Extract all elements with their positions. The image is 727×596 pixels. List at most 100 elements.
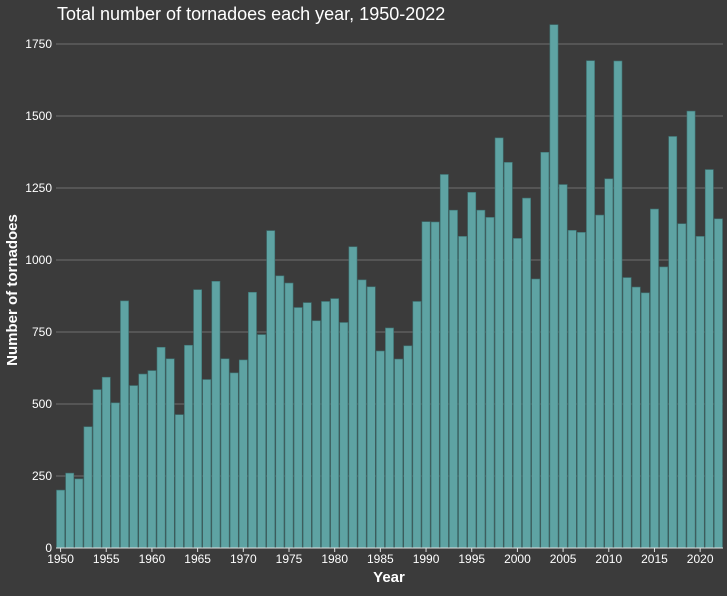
bars xyxy=(56,24,723,549)
bar-2002 xyxy=(531,278,541,549)
bar-1993 xyxy=(449,209,458,549)
bar-2004 xyxy=(549,24,559,549)
x-tick-label: 1970 xyxy=(230,552,257,566)
chart-title: Total number of tornadoes each year, 195… xyxy=(57,4,445,24)
bar-2013 xyxy=(631,286,641,549)
bar-1983 xyxy=(357,279,367,549)
bar-2005 xyxy=(558,184,568,549)
bar-1950 xyxy=(56,489,65,549)
bar-2003 xyxy=(540,151,550,549)
bar-1956 xyxy=(111,402,120,549)
x-tick-label: 1985 xyxy=(367,552,394,566)
bar-2001 xyxy=(522,197,531,549)
x-tick-label: 2020 xyxy=(687,552,714,566)
bar-2014 xyxy=(640,292,650,549)
bar-2016 xyxy=(659,266,668,549)
bar-1959 xyxy=(138,373,148,549)
bar-1954 xyxy=(92,389,102,549)
bar-1986 xyxy=(385,327,394,549)
bar-1953 xyxy=(83,426,93,549)
bar-1997 xyxy=(485,217,495,549)
x-tick-label: 1995 xyxy=(458,552,485,566)
bar-1991 xyxy=(430,221,440,549)
bar-1968 xyxy=(220,358,230,549)
bar-1976 xyxy=(293,307,303,549)
bar-1963 xyxy=(174,414,184,549)
x-tick-label: 1960 xyxy=(139,552,166,566)
x-tick-label: 1990 xyxy=(413,552,440,566)
bar-1995 xyxy=(467,192,477,549)
bar-1996 xyxy=(476,209,486,549)
bar-1958 xyxy=(129,385,139,549)
y-tick-label: 0 xyxy=(45,541,52,555)
bar-2015 xyxy=(650,208,659,549)
y-tick-label: 1500 xyxy=(25,109,52,123)
bar-2007 xyxy=(577,232,586,549)
x-tick-label: 2015 xyxy=(641,552,668,566)
bar-1952 xyxy=(74,478,84,549)
bar-1978 xyxy=(312,320,321,549)
y-tick-label: 1250 xyxy=(25,181,52,195)
bar-1967 xyxy=(211,281,221,549)
x-tick-label: 1965 xyxy=(184,552,211,566)
bar-1955 xyxy=(101,376,111,549)
bar-1964 xyxy=(184,344,193,549)
bar-1980 xyxy=(330,298,340,549)
bar-2011 xyxy=(613,60,623,549)
x-axis: 1950 1955 1960 1965 1970 1975 1980 1985 1990 1995… xyxy=(47,547,723,566)
bar-2017 xyxy=(668,136,678,549)
bar-1975 xyxy=(284,282,294,549)
bar-1992 xyxy=(439,174,449,549)
y-axis: 0 250 500 750 1000 1250 1500 1750 xyxy=(25,37,52,555)
bar-2019 xyxy=(686,110,696,549)
x-axis-label: Year xyxy=(373,569,405,586)
bar-2018 xyxy=(677,223,687,549)
bar-1981 xyxy=(339,322,349,549)
bar-2021 xyxy=(704,169,714,549)
bar-2010 xyxy=(604,178,614,549)
bar-1979 xyxy=(321,301,330,549)
bar-2022 xyxy=(714,218,723,549)
x-tick-label: 2005 xyxy=(550,552,577,566)
bar-1957 xyxy=(120,300,129,549)
bar-1989 xyxy=(412,301,422,549)
bar-1998 xyxy=(494,137,504,549)
bar-1990 xyxy=(421,221,431,549)
y-axis-label: Number of tornadoes xyxy=(4,214,21,366)
bar-2006 xyxy=(567,230,577,549)
bar-1984 xyxy=(366,286,376,549)
bar-1966 xyxy=(202,379,212,549)
x-tick-label: 2010 xyxy=(595,552,622,566)
y-tick-label: 500 xyxy=(32,397,52,411)
bar-1960 xyxy=(147,370,157,549)
bar-1987 xyxy=(394,358,404,549)
bar-1988 xyxy=(403,345,413,549)
bar-2012 xyxy=(622,277,632,549)
bar-2000 xyxy=(513,238,522,549)
bar-1974 xyxy=(275,275,285,549)
x-tick-label: 1980 xyxy=(321,552,348,566)
y-tick-label: 750 xyxy=(32,325,52,339)
bar-1965 xyxy=(193,289,202,549)
bar-2008 xyxy=(586,60,595,549)
bar-2020 xyxy=(695,236,705,549)
x-tick-label: 1955 xyxy=(93,552,120,566)
y-tick-label: 1750 xyxy=(25,37,52,51)
bar-2009 xyxy=(595,214,605,549)
bar-1970 xyxy=(238,359,248,549)
bar-1971 xyxy=(248,291,257,549)
bar-1969 xyxy=(229,372,239,549)
bar-1961 xyxy=(156,346,166,549)
y-tick-label: 1000 xyxy=(25,253,52,267)
bar-1951 xyxy=(65,472,75,549)
x-tick-label: 1975 xyxy=(276,552,303,566)
bar-1977 xyxy=(302,302,312,549)
bar-1973 xyxy=(266,230,276,549)
y-tick-label: 250 xyxy=(32,469,52,483)
x-tick-label: 2000 xyxy=(504,552,531,566)
bar-1999 xyxy=(503,162,513,549)
bar-1982 xyxy=(348,246,358,549)
bar-1994 xyxy=(458,236,467,549)
